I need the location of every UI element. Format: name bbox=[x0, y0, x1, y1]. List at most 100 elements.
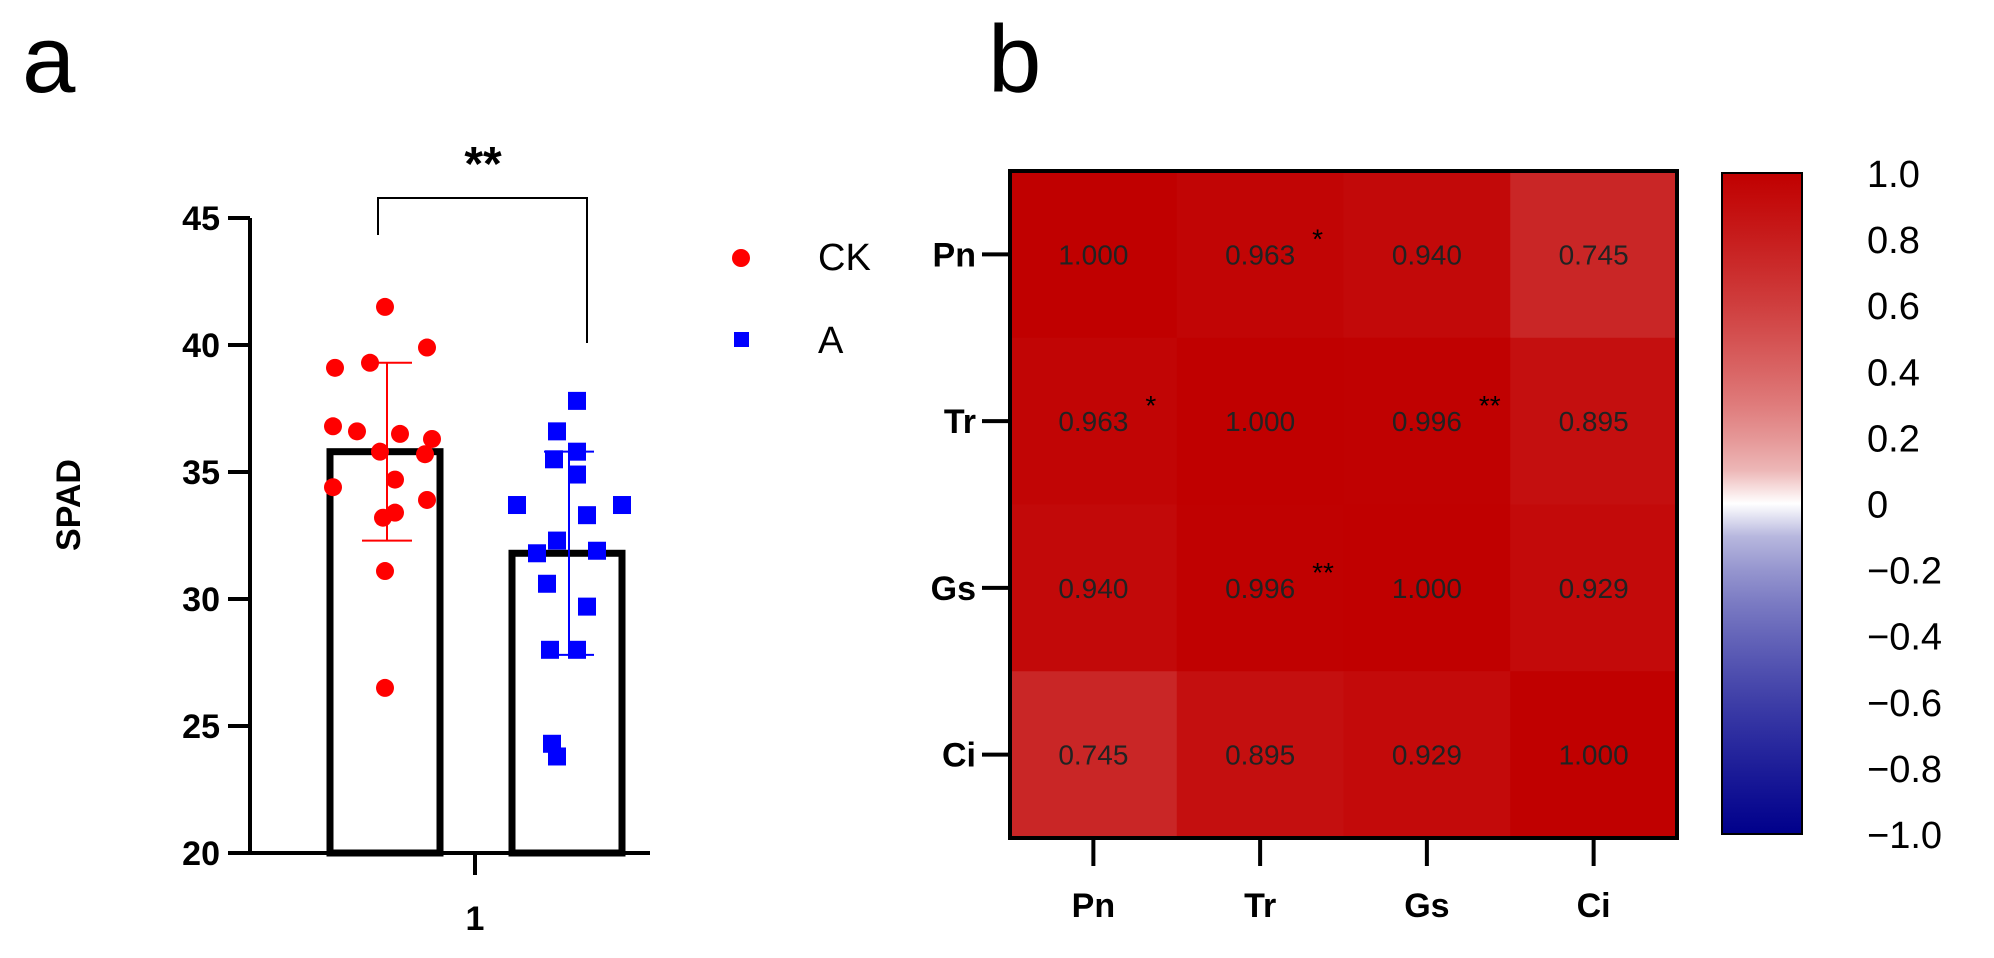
colorbar-tick-label: 1.0 bbox=[1867, 154, 1920, 196]
point-a bbox=[548, 531, 566, 550]
point-a bbox=[578, 597, 596, 616]
point-a bbox=[548, 422, 566, 441]
panel-a-bars bbox=[326, 448, 626, 857]
point-ck bbox=[416, 445, 434, 464]
cell-value: 0.940 bbox=[1058, 573, 1128, 604]
heatmap-axes: Pn Tr Gs Ci Pn Tr Gs Ci bbox=[931, 236, 1611, 925]
y-axis-title: SPAD bbox=[50, 459, 88, 551]
row-label: Tr bbox=[944, 403, 976, 441]
point-ck bbox=[386, 470, 404, 489]
point-ck bbox=[386, 503, 404, 522]
bar-a bbox=[508, 549, 626, 857]
row-label: Ci bbox=[942, 737, 976, 775]
point-a bbox=[578, 506, 596, 525]
point-ck bbox=[418, 338, 436, 357]
colorbar-tick-label: 0.2 bbox=[1867, 418, 1920, 460]
row-label: Gs bbox=[931, 570, 976, 608]
point-ck bbox=[418, 490, 436, 509]
significance-label: ** bbox=[464, 138, 502, 191]
heatmap-cell bbox=[1176, 504, 1344, 672]
heatmap-cell bbox=[1343, 171, 1511, 339]
heatmap-cell bbox=[1510, 671, 1678, 839]
point-a bbox=[508, 496, 526, 515]
cell-value: 0.929 bbox=[1392, 740, 1462, 771]
point-ck bbox=[423, 429, 441, 448]
cell-significance: * bbox=[1312, 223, 1323, 254]
point-a bbox=[538, 574, 556, 593]
cell-value: 0.929 bbox=[1559, 573, 1629, 604]
cell-value: 0.963 bbox=[1058, 406, 1128, 437]
col-label: Tr bbox=[1244, 887, 1276, 925]
colorbar-tick-label: −0.2 bbox=[1867, 551, 1942, 593]
heatmap-cell bbox=[1176, 671, 1344, 839]
row-label: Pn bbox=[933, 236, 976, 274]
cell-value: 1.000 bbox=[1058, 239, 1128, 270]
point-ck bbox=[326, 358, 344, 377]
point-ck bbox=[376, 562, 394, 581]
col-label: Ci bbox=[1577, 887, 1611, 925]
y-tick-label: 40 bbox=[182, 327, 220, 365]
colorbar: 1.0 0.8 0.6 0.4 0.2 0 −0.2 −0.4 −0.6 −0.8 −1.0 bbox=[1721, 154, 1942, 857]
cell-value: 0.745 bbox=[1058, 740, 1128, 771]
y-tick-label: 20 bbox=[182, 835, 220, 873]
y-tick-label: 45 bbox=[182, 200, 220, 238]
heatmap-cell bbox=[1176, 337, 1344, 505]
y-tick-label: 35 bbox=[182, 454, 220, 492]
point-a bbox=[568, 640, 586, 659]
colorbar-tick-label: −0.4 bbox=[1867, 617, 1942, 659]
point-a bbox=[613, 496, 631, 515]
heatmap-cell bbox=[1510, 337, 1678, 505]
panel-a-letter: a bbox=[22, 6, 76, 113]
colorbar-tick-label: 0 bbox=[1867, 485, 1888, 527]
cell-value: 1.000 bbox=[1392, 573, 1462, 604]
panel-a-axes: 20 25 30 35 40 45 1 bbox=[182, 200, 650, 938]
panel-a-legend: CK A bbox=[732, 237, 871, 362]
legend-a-marker bbox=[734, 332, 749, 347]
panel-a-points bbox=[324, 297, 631, 766]
point-a bbox=[568, 391, 586, 410]
panel-a-error-bars bbox=[362, 361, 594, 656]
colorbar-tick-label: 0.8 bbox=[1867, 220, 1920, 262]
panel-a-bar-chart: a 20 25 30 35 40 45 1 ** CK A SPAD bbox=[22, 6, 871, 938]
cell-value: 0.895 bbox=[1225, 740, 1295, 771]
heatmap-cell bbox=[1510, 171, 1678, 339]
heatmap-cells: 1.000 0.963 * 0.940 0.745 0.963 * 1.000 0.996 ** 0… bbox=[1010, 171, 1678, 839]
cell-value: 1.000 bbox=[1225, 406, 1295, 437]
colorbar-tick-label: 0.6 bbox=[1867, 286, 1920, 328]
point-a bbox=[541, 640, 559, 659]
point-a bbox=[545, 450, 563, 469]
legend-ck-marker bbox=[732, 249, 750, 267]
point-a bbox=[568, 465, 586, 484]
point-ck bbox=[376, 297, 394, 316]
cell-value: 0.940 bbox=[1392, 239, 1462, 270]
point-a bbox=[588, 541, 606, 560]
colorbar-tick-label: −0.8 bbox=[1867, 749, 1942, 791]
point-ck bbox=[324, 417, 342, 436]
y-tick-label: 30 bbox=[182, 581, 220, 619]
cell-value: 0.996 bbox=[1225, 573, 1295, 604]
cell-value: 0.745 bbox=[1559, 239, 1629, 270]
cell-value: 0.996 bbox=[1392, 406, 1462, 437]
heatmap-cell bbox=[1010, 671, 1178, 839]
point-ck bbox=[348, 422, 366, 441]
legend-ck-label: CK bbox=[818, 237, 871, 279]
col-label: Pn bbox=[1072, 887, 1115, 925]
panel-b-letter: b bbox=[988, 6, 1041, 113]
cell-value: 0.963 bbox=[1225, 239, 1295, 270]
cell-value: 1.000 bbox=[1559, 740, 1629, 771]
panel-b-heatmap: b 1.000 0.963 * 0.940 0.745 0.963 * 1.000 0.996 *… bbox=[931, 6, 1942, 925]
y-tick-label: 25 bbox=[182, 708, 220, 746]
cell-value: 0.895 bbox=[1559, 406, 1629, 437]
legend-a-label: A bbox=[818, 320, 844, 362]
heatmap-cell bbox=[1343, 337, 1511, 505]
point-a bbox=[528, 544, 546, 563]
panel-a-significance: ** bbox=[377, 138, 588, 343]
colorbar-tick-label: −1.0 bbox=[1867, 815, 1942, 857]
colorbar-tick-label: 0.4 bbox=[1867, 352, 1920, 394]
x-tick-label: 1 bbox=[466, 900, 485, 938]
point-ck bbox=[371, 442, 389, 461]
heatmap-cell bbox=[1343, 504, 1511, 672]
heatmap-frame bbox=[1008, 169, 1679, 840]
heatmap-cell bbox=[1010, 337, 1178, 505]
